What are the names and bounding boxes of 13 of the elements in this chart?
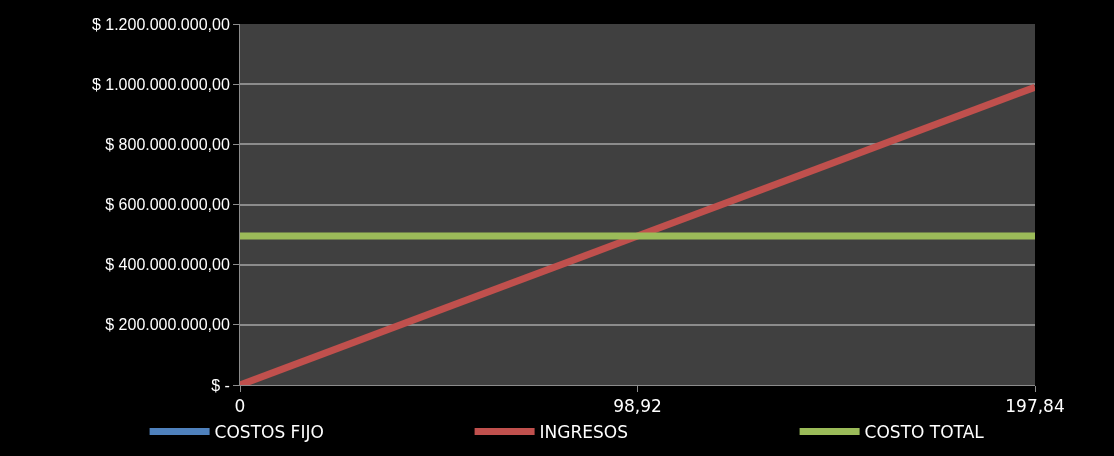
y-tick-label: $ 1.200.000.000,00 — [91, 15, 230, 33]
y-tick-label: $ 1.000.000.000,00 — [91, 75, 230, 93]
legend-label: COSTO TOTAL — [864, 422, 985, 443]
x-tick-label: 98,92 — [613, 396, 662, 417]
legend-label: INGRESOS — [539, 422, 629, 443]
legend-label: COSTOS FIJO — [214, 422, 324, 443]
y-tick-label: $ 200.000.000,00 — [105, 316, 230, 334]
x-tick-label: 0 — [234, 396, 246, 417]
y-tick-label: $ 600.000.000,00 — [105, 196, 230, 214]
x-tick-label: 197,84 — [1005, 396, 1065, 417]
y-tick-label: $ 800.000.000,00 — [105, 135, 230, 153]
y-tick-label: $ - — [211, 376, 230, 394]
y-tick-label: $ 400.000.000,00 — [105, 256, 230, 274]
